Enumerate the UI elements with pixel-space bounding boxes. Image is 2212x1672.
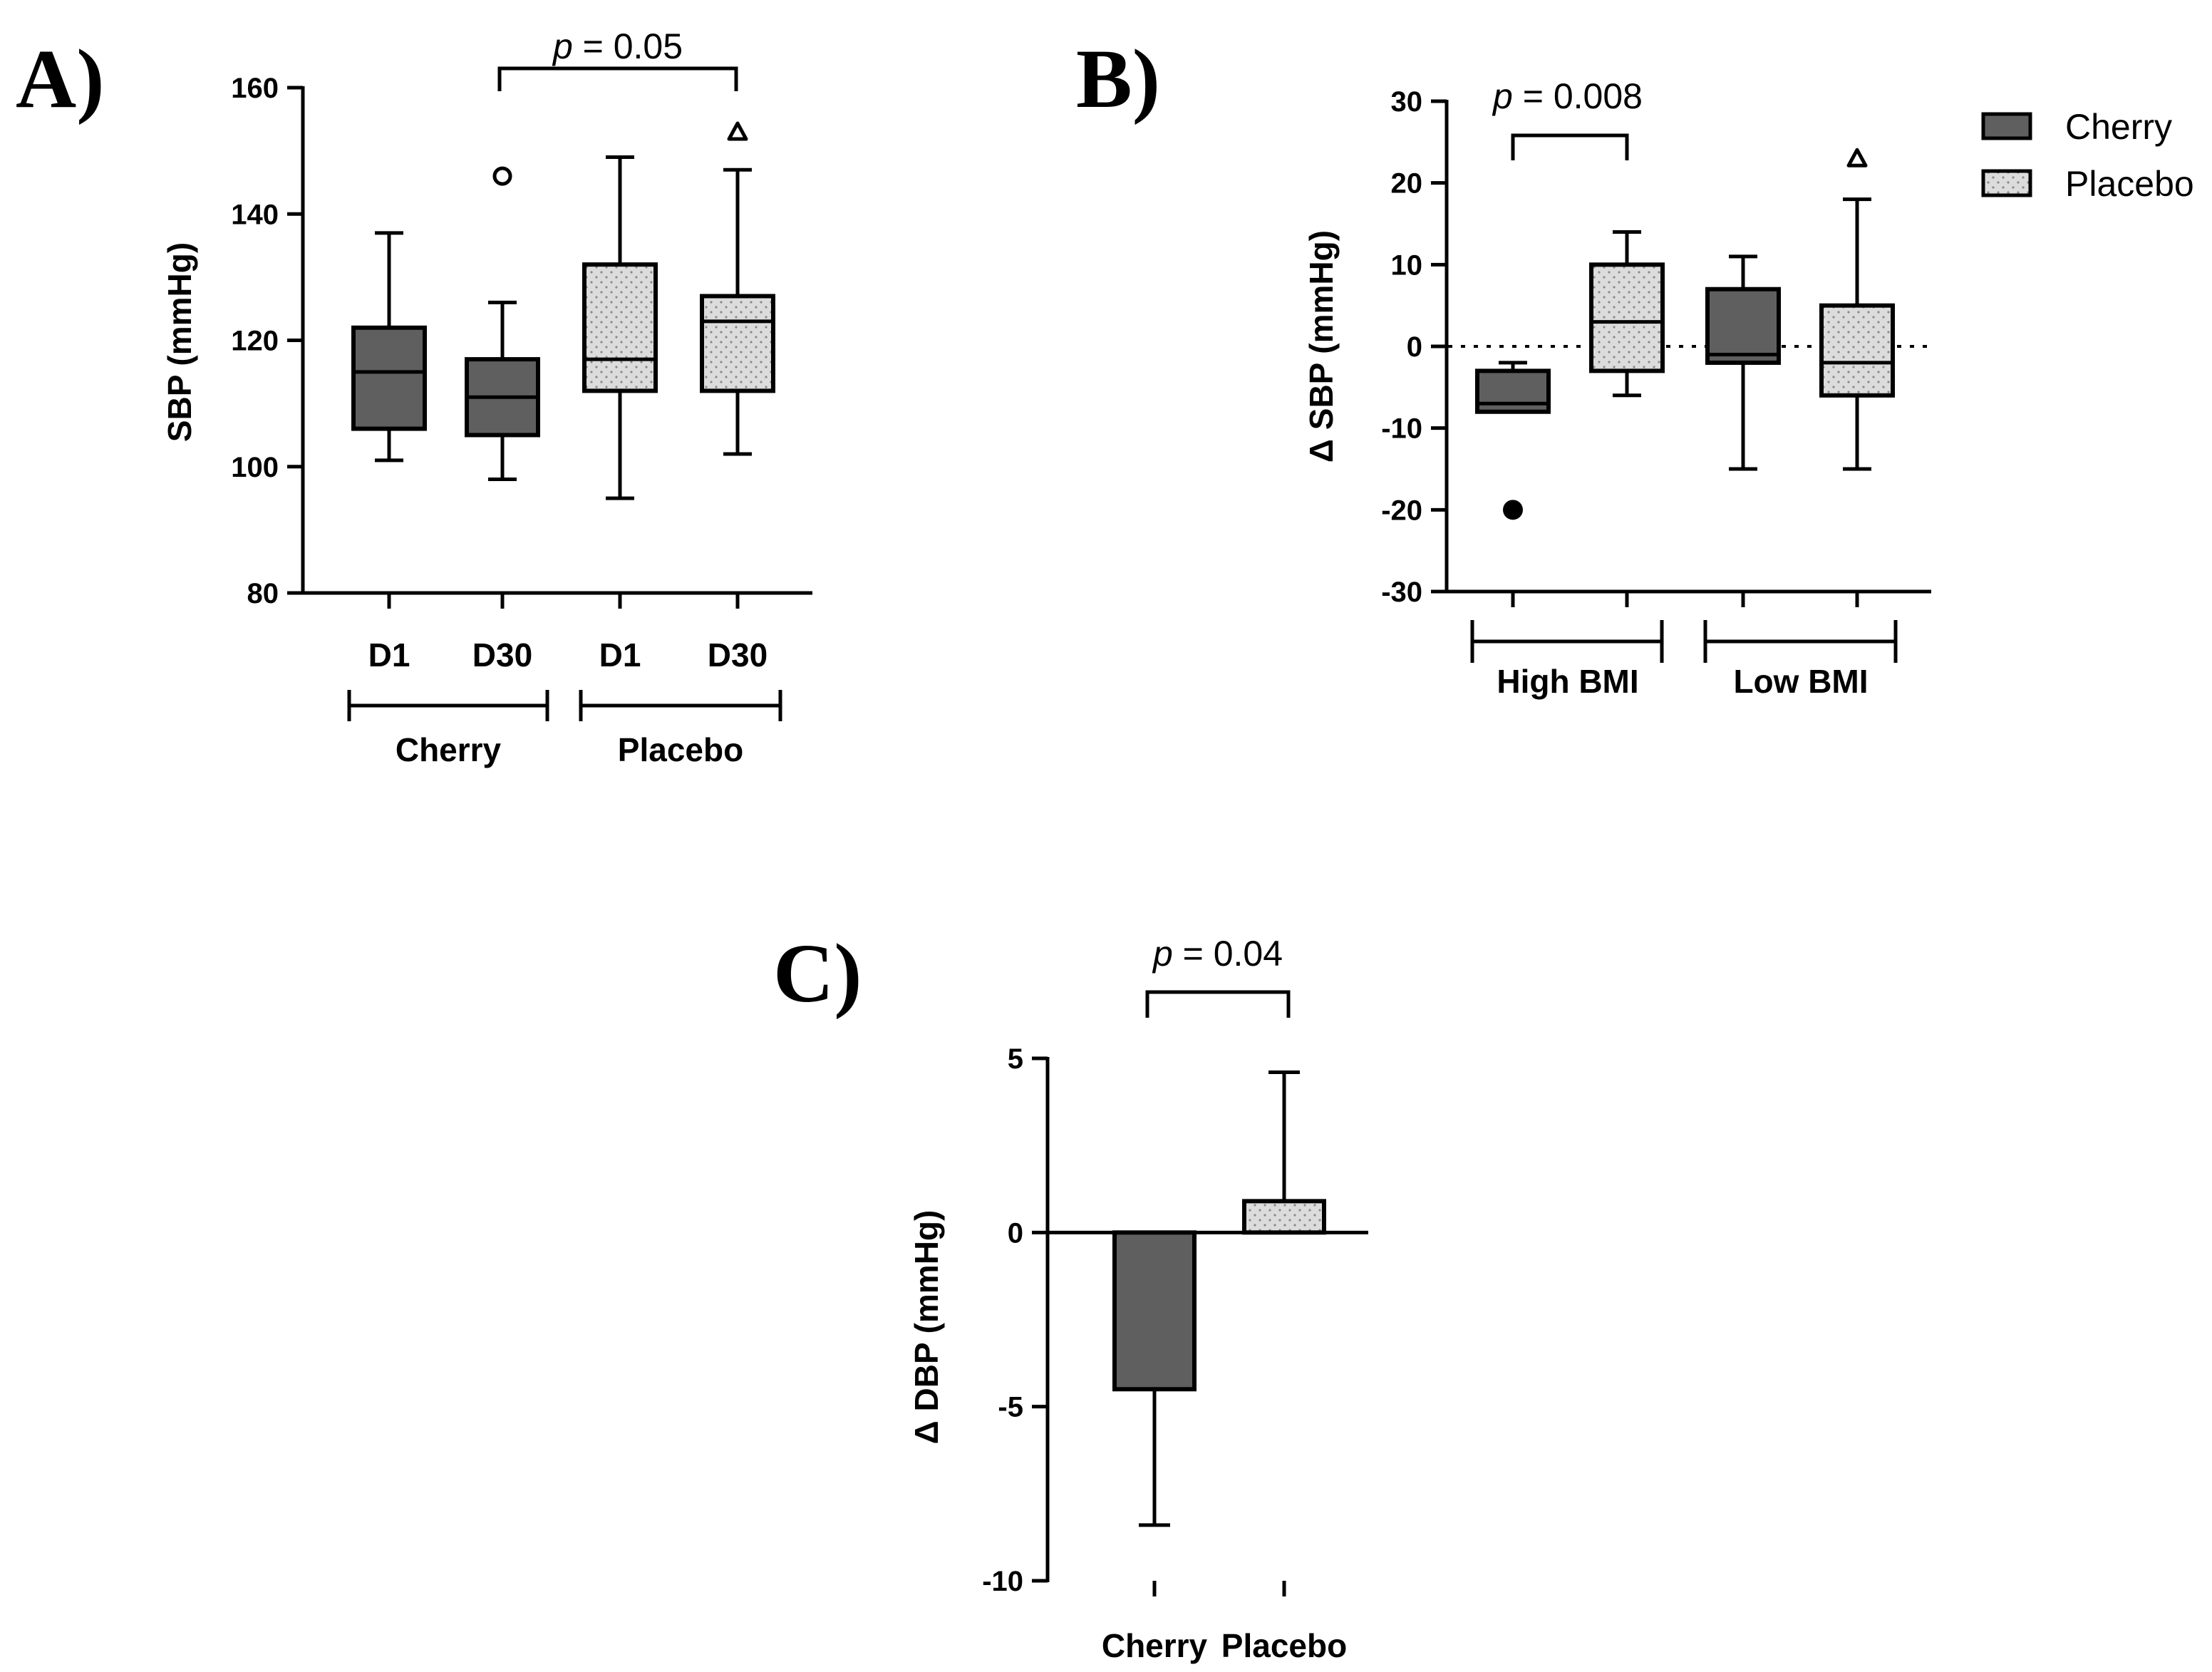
panel-b-boxes: [1475, 148, 1895, 520]
panel-a-y-tick-label-2: 120: [231, 326, 279, 357]
panel-b-axes: -30 -20 -10 0 10 20 30: [1381, 86, 1933, 608]
panel-a-y-tick-label-1: 100: [231, 452, 279, 483]
legend-swatch-cherry: [1981, 112, 2032, 140]
panel-a-y-tick-label-4: 160: [231, 73, 279, 104]
panel-c-p-symbol: p: [1152, 934, 1173, 974]
panel-a-group-cherry: Cherry: [396, 731, 502, 768]
panel-a-y-axis-label: SBP (mmHg): [161, 242, 198, 442]
panel-c-y-axis-label: Δ DBP (mmHg): [908, 1210, 945, 1445]
panel-b-group-low-bmi: Low BMI: [1733, 663, 1868, 700]
panel-b-y-tick-label-0: -30: [1381, 577, 1422, 608]
panel-b-p-symbol: p: [1492, 76, 1513, 116]
panel-a-y-tick-label-3: 140: [231, 199, 279, 230]
panel-b-p-text: = 0.008: [1513, 76, 1643, 116]
panel-a-box-1-outlier: [492, 166, 512, 186]
legend-label-placebo: Placebo: [2065, 164, 2194, 204]
panel-a-group-bracket-placebo: [579, 690, 782, 721]
panel-b-y-tick-label-4: 10: [1391, 249, 1423, 281]
panel-a-cat-d1-cherry: D1: [368, 636, 410, 674]
panel-b-group-bracket-high-bmi: [1470, 620, 1664, 663]
panel-b-y-axis-label: Δ SBP (mmHg): [1303, 230, 1340, 463]
panel-a-label: A): [16, 32, 105, 125]
legend: Cherry Placebo: [1981, 107, 2194, 204]
panel-b-y-tick-label-3: 0: [1407, 331, 1422, 363]
panel-c-y-tick-label-0: -10: [982, 1566, 1023, 1597]
panel-c-cat-placebo: Placebo: [1221, 1627, 1347, 1664]
panel-b-significance-bracket: [1511, 133, 1629, 160]
panel-a-box-3-iqr: [700, 294, 775, 393]
panel-c-y-tick-label-1: -5: [998, 1392, 1023, 1423]
panel-a: A) SBP (mmHg) 80 100 120 140 160 D1 D30 D1 D…: [16, 26, 812, 768]
panel-b-box-3-outlier: [1846, 148, 1868, 167]
panel-b-p-value: p = 0.008: [1492, 76, 1643, 116]
panel-c: C) Δ DBP (mmHg) -10 -5 0 5 Cherry Placebo p…: [773, 927, 1368, 1664]
panel-b-y-tick-label-2: -10: [1381, 413, 1422, 445]
panel-a-box-0-iqr: [351, 325, 427, 431]
panel-a-p-text: = 0.05: [573, 26, 683, 66]
panel-b-label: B): [1076, 32, 1160, 125]
panel-c-axes: -10 -5 0 5: [982, 1043, 1368, 1597]
panel-b-box-0-iqr: [1475, 368, 1551, 414]
panel-a-cat-d30-cherry: D30: [472, 636, 532, 674]
panel-b-y-tick-label-1: -20: [1381, 495, 1422, 526]
panel-b-group-high-bmi: High BMI: [1497, 663, 1638, 700]
panel-c-significance-bracket: [1145, 990, 1291, 1018]
panel-b-y-tick-label-5: 20: [1391, 168, 1423, 200]
legend-swatch-placebo: [1981, 169, 2032, 197]
panel-a-p-value: p = 0.05: [552, 26, 683, 66]
panel-c-bars: [1112, 1070, 1326, 1527]
panel-a-box-3-outlier: [727, 121, 748, 141]
panel-c-y-tick-label-2: 0: [1008, 1217, 1023, 1249]
panel-a-boxes: [351, 121, 775, 500]
panel-a-y-tick-label-0: 80: [247, 578, 279, 609]
panel-a-axes: 80 100 120 140 160: [231, 73, 812, 609]
panel-a-box-2-iqr: [582, 262, 658, 393]
panel-b-box-1-iqr: [1589, 262, 1665, 373]
panel-a-p-symbol: p: [552, 26, 573, 66]
panel-a-cat-d1-placebo: D1: [599, 636, 641, 674]
panel-c-bar-1: [1242, 1199, 1326, 1235]
panel-c-label: C): [773, 927, 862, 1020]
panel-c-y-tick-label-3: 5: [1008, 1043, 1023, 1075]
panel-c-cat-cherry: Cherry: [1102, 1627, 1208, 1664]
panel-c-p-text: = 0.04: [1173, 934, 1283, 974]
panel-a-group-bracket-cherry: [347, 690, 549, 721]
panel-b-box-3-iqr: [1819, 303, 1895, 398]
panel-b-y-tick-label-6: 30: [1391, 86, 1423, 118]
panel-a-significance-bracket: [497, 66, 738, 91]
panel-b: B) Δ SBP (mmHg) -30 -20 -10 0 10 20 30 High BM…: [1076, 32, 1933, 700]
panel-c-bar-0: [1112, 1230, 1197, 1392]
legend-label-cherry: Cherry: [2065, 107, 2172, 147]
panel-a-cat-d30-placebo: D30: [708, 636, 768, 674]
panel-b-box-0-outlier: [1503, 500, 1523, 520]
panel-c-p-value: p = 0.04: [1152, 934, 1283, 974]
panel-a-group-placebo: Placebo: [618, 731, 743, 768]
panel-b-group-bracket-low-bmi: [1703, 620, 1898, 663]
panel-b-box-2-iqr: [1705, 287, 1781, 365]
